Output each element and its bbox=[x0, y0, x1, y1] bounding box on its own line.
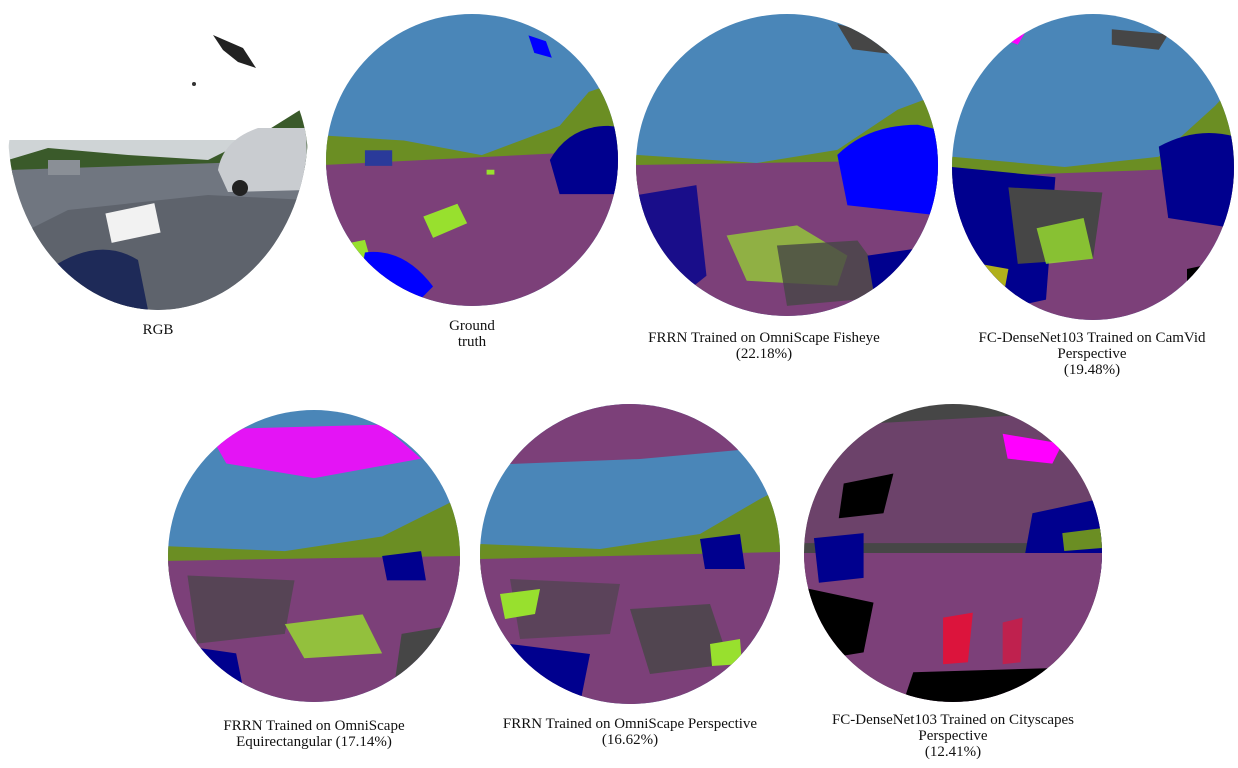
ground-truth-segmentation bbox=[326, 14, 618, 306]
caption-line: Perspective bbox=[1057, 346, 1127, 362]
fcdensenet-camvid-segmentation bbox=[952, 14, 1234, 320]
caption-line: FRRN Trained on OmniScape bbox=[223, 718, 405, 734]
caption-line: (22.18%) bbox=[735, 346, 793, 362]
caption-line: Perspective bbox=[918, 728, 988, 744]
caption-line: (12.41%) bbox=[924, 744, 982, 760]
caption-frrn-perspective: FRRN Trained on OmniScape Perspective (1… bbox=[470, 716, 790, 748]
caption-line: Ground bbox=[449, 318, 495, 334]
caption-line: FC-DenseNet103 Trained on CamVid bbox=[978, 330, 1206, 346]
fcdensenet-camvid-image bbox=[952, 14, 1234, 320]
ground-truth-image bbox=[326, 14, 618, 306]
caption-fcdensenet-cityscapes: FC-DenseNet103 Trained on Cityscapes Per… bbox=[796, 712, 1110, 760]
caption-fcdensenet-camvid: FC-DenseNet103 Trained on CamVid Perspec… bbox=[946, 330, 1238, 378]
frrn-fisheye-image bbox=[636, 14, 938, 316]
caption-frrn-equirect: FRRN Trained on OmniScape Equirectangula… bbox=[174, 718, 454, 750]
caption-line: FC-DenseNet103 Trained on Cityscapes bbox=[831, 712, 1075, 728]
frrn-equirect-image bbox=[168, 410, 460, 702]
caption-line: FRRN Trained on OmniScape Fisheye bbox=[648, 330, 880, 346]
caption-frrn-fisheye: FRRN Trained on OmniScape Fisheye (22.18… bbox=[614, 330, 914, 362]
frrn-fisheye-segmentation bbox=[636, 14, 938, 316]
caption-rgb: RGB bbox=[108, 322, 208, 338]
caption-line: Equirectangular (17.14%) bbox=[236, 734, 392, 750]
rgb-scene bbox=[8, 10, 308, 310]
caption-line: (16.62%) bbox=[601, 732, 659, 748]
caption-line: FRRN Trained on OmniScape Perspective bbox=[502, 716, 758, 732]
caption-line: RGB bbox=[142, 322, 174, 338]
frrn-equirect-segmentation bbox=[168, 410, 460, 702]
caption-line: truth bbox=[457, 334, 487, 350]
frrn-perspective-segmentation bbox=[480, 404, 780, 704]
rgb-image bbox=[8, 10, 308, 310]
frrn-perspective-image bbox=[480, 404, 780, 704]
fcdensenet-cityscapes-segmentation bbox=[804, 404, 1102, 702]
fcdensenet-cityscapes-image bbox=[804, 404, 1102, 702]
caption-ground-truth: Ground truth bbox=[412, 318, 532, 350]
caption-line: (19.48%) bbox=[1063, 362, 1121, 378]
